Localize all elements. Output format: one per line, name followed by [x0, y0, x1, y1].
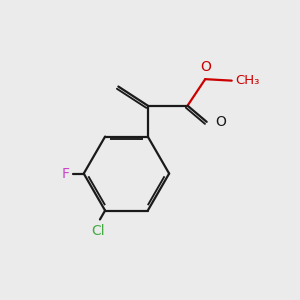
Text: O: O	[215, 115, 226, 129]
Text: CH₃: CH₃	[235, 74, 260, 87]
Text: F: F	[62, 167, 70, 181]
Text: Cl: Cl	[92, 224, 105, 238]
Text: O: O	[200, 60, 211, 74]
